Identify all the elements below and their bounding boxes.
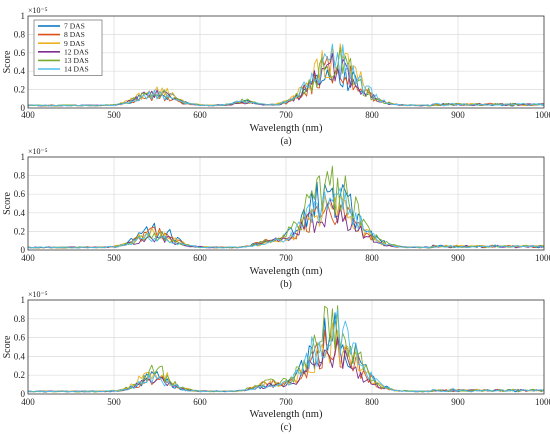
y-tick-label: 0.8 [14, 314, 26, 324]
x-tick-label: 900 [451, 110, 465, 120]
legend-entry: 14 DAS [64, 65, 89, 74]
x-tick-label: 800 [365, 110, 379, 120]
x-tick-label: 900 [451, 397, 465, 407]
series-line [27, 187, 545, 249]
y-tick-label: 0.6 [14, 48, 26, 58]
y-tick-label: 0.8 [14, 171, 26, 181]
x-tick-label: 500 [107, 253, 121, 263]
x-tick-label: 400 [21, 397, 35, 407]
y-tick-label: 0 [21, 389, 26, 399]
y-tick-label: 1 [21, 152, 26, 162]
legend-box [33, 19, 103, 76]
y-tick-label: 0.6 [14, 333, 26, 343]
x-tick-label: 700 [279, 110, 293, 120]
y-axis-label: Score [2, 50, 13, 73]
legend-entry: 13 DAS [64, 56, 89, 65]
axes-box [27, 156, 545, 251]
x-axis-label: Wavelength (nm) [250, 123, 323, 134]
x-tick-label: 600 [193, 110, 207, 120]
x-tick-label: 500 [107, 397, 121, 407]
axes-box [27, 299, 545, 395]
y-tick-label: 1 [21, 11, 26, 21]
y-tick-label: 0.8 [14, 29, 26, 39]
y-tick-label: 1 [21, 295, 26, 305]
x-tick-label: 500 [107, 110, 121, 120]
x-tick-label: 800 [365, 253, 379, 263]
panel-caption: (c) [280, 422, 291, 433]
legend-entry: 8 DAS [64, 30, 85, 39]
exponent-label: ×10⁻⁵ [28, 290, 48, 299]
x-axis-label: Wavelength (nm) [250, 266, 323, 277]
x-tick-label: 600 [193, 253, 207, 263]
exponent-label: ×10⁻⁵ [28, 147, 48, 156]
y-tick-label: 0.6 [14, 189, 26, 199]
y-tick-label: 0.4 [14, 351, 26, 361]
x-axis-label: Wavelength (nm) [250, 409, 323, 420]
x-tick-label: 700 [279, 397, 293, 407]
x-tick-label: 700 [279, 253, 293, 263]
y-axis-label: Score [2, 192, 13, 215]
y-tick-label: 0.4 [14, 208, 26, 218]
panel-caption: (a) [280, 136, 291, 147]
axes-box [27, 15, 545, 109]
exponent-label: ×10⁻⁵ [28, 6, 48, 15]
series-line [27, 47, 545, 107]
x-tick-label: 600 [193, 397, 207, 407]
y-tick-label: 0 [21, 245, 26, 255]
x-tick-label: 400 [21, 253, 35, 263]
x-tick-label: 800 [365, 397, 379, 407]
series-line [27, 43, 545, 107]
x-tick-label: 900 [451, 253, 465, 263]
y-tick-label: 0.2 [14, 370, 25, 380]
y-tick-label: 0.2 [14, 226, 25, 236]
series-line [27, 309, 545, 393]
y-tick-label: 0 [21, 103, 26, 113]
x-tick-label: 400 [21, 110, 35, 120]
legend-entry: 7 DAS [64, 22, 85, 31]
panel-caption: (b) [280, 279, 292, 290]
y-tick-label: 0.4 [14, 66, 26, 76]
legend-entry: 9 DAS [64, 39, 85, 48]
y-axis-label: Score [2, 335, 13, 358]
y-tick-label: 0.2 [14, 85, 25, 95]
legend-entry: 12 DAS [64, 47, 89, 56]
